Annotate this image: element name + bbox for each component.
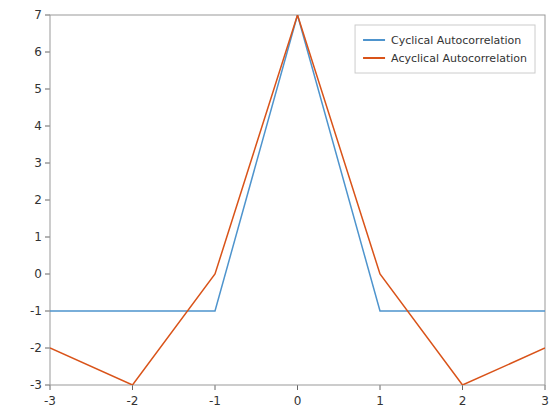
legend-swatch [363, 39, 385, 41]
y-tick-label: 5 [34, 82, 42, 96]
y-tick [45, 200, 50, 201]
x-tick [545, 385, 546, 390]
plot-frame [50, 15, 545, 385]
y-tick-label: 4 [34, 119, 42, 133]
legend-label: Acyclical Autocorrelation [391, 52, 527, 65]
x-tick [50, 385, 51, 390]
legend-label: Cyclical Autocorrelation [391, 34, 521, 47]
y-tick [45, 126, 50, 127]
x-tick [462, 385, 463, 390]
series-group [50, 15, 545, 385]
y-tick-label: 2 [34, 193, 42, 207]
legend-swatch [363, 57, 385, 59]
y-tick-label: 7 [34, 8, 42, 22]
y-tick-label: 0 [34, 267, 42, 281]
x-tick-label: 1 [376, 394, 384, 408]
axes: -3 -2 -1 0 1 2 3 -3 -2 -1 0 1 2 3 4 5 6 7 [30, 8, 549, 408]
x-tick-label: 0 [294, 394, 302, 408]
y-tick-label: 6 [34, 45, 42, 59]
y-tick [45, 52, 50, 53]
y-tick-label: 3 [34, 156, 42, 170]
x-tick [297, 385, 298, 390]
y-tick [45, 237, 50, 238]
y-tick-label: -1 [30, 304, 42, 318]
legend-box [355, 25, 535, 73]
chart-container: -3 -2 -1 0 1 2 3 -3 -2 -1 0 1 2 3 4 5 6 7 Cyclical Autocor… [0, 0, 560, 420]
x-tick [215, 385, 216, 390]
y-tick [45, 274, 50, 275]
y-tick [45, 348, 50, 349]
x-tick-label: 3 [541, 394, 549, 408]
x-tick-label: -2 [127, 394, 139, 408]
y-tick [45, 89, 50, 90]
y-tick-label: -2 [30, 341, 42, 355]
x-tick [380, 385, 381, 390]
y-tick [45, 15, 50, 16]
legend: Cyclical Autocorrelation Acyclical Autoco… [355, 25, 535, 73]
y-tick [45, 311, 50, 312]
x-tick-label: -1 [209, 394, 221, 408]
y-tick-label: 1 [34, 230, 42, 244]
y-tick [45, 163, 50, 164]
x-tick-label: 2 [459, 394, 467, 408]
series-line [50, 15, 545, 385]
series-line [50, 15, 545, 311]
x-tick-label: -3 [44, 394, 56, 408]
y-tick [45, 385, 50, 386]
y-tick-label: -3 [30, 378, 42, 392]
x-tick [132, 385, 133, 390]
chart: -3 -2 -1 0 1 2 3 -3 -2 -1 0 1 2 3 4 5 6 7 Cyclical Autocor… [0, 0, 560, 420]
